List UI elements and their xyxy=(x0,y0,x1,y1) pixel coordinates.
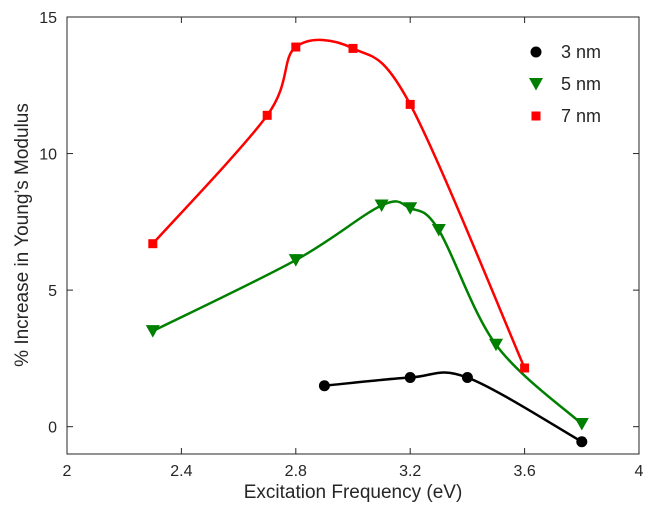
x-tick-label: 3.2 xyxy=(399,463,421,480)
x-axis-label: Excitation Frequency (eV) xyxy=(244,482,463,503)
x-tick-label: 2.8 xyxy=(285,463,307,480)
data-point-3-nm xyxy=(461,372,473,384)
y-axis-label: % Increase in Young’s Modulus xyxy=(12,103,33,367)
x-tick-label: 4 xyxy=(635,463,644,480)
data-point-7-nm xyxy=(291,42,301,52)
legend-marker-5-nm xyxy=(529,78,543,91)
x-tick-label: 2 xyxy=(63,463,72,480)
y-tick-label: 10 xyxy=(39,147,57,164)
legend: 3 nm 5 nm 7 nm xyxy=(529,42,601,126)
data-point-7-nm xyxy=(520,363,530,373)
legend-marker-3-nm xyxy=(530,46,542,58)
legend-label-5-nm: 5 nm xyxy=(561,74,601,94)
data-point-5-nm xyxy=(574,417,589,431)
data-point-5-nm xyxy=(431,224,446,237)
data-point-3-nm xyxy=(318,380,330,392)
legend-marker-7-nm xyxy=(531,111,541,121)
data-point-5-nm xyxy=(489,338,503,352)
y-tick-label: 0 xyxy=(48,420,57,437)
x-tick-label: 2.4 xyxy=(170,463,192,480)
data-point-5-nm xyxy=(288,254,303,267)
series-line-3-nm xyxy=(324,371,583,443)
series-markers xyxy=(145,42,589,448)
x-tick-label: 3.6 xyxy=(513,463,535,480)
legend-label-3-nm: 3 nm xyxy=(561,42,601,62)
data-point-3-nm xyxy=(576,436,588,448)
data-point-5-nm xyxy=(374,199,389,212)
series-line-7-nm xyxy=(151,38,526,369)
data-point-7-nm xyxy=(148,239,158,249)
y-tick-label: 5 xyxy=(48,283,57,300)
legend-label-7-nm: 7 nm xyxy=(561,106,601,126)
data-point-5-nm xyxy=(145,325,160,338)
y-axis-ticks: 0 5 10 15 xyxy=(39,10,639,437)
data-point-7-nm xyxy=(405,99,415,109)
data-point-3-nm xyxy=(404,372,416,384)
plot-area xyxy=(66,16,640,455)
y-tick-label: 15 xyxy=(39,10,57,27)
x-axis-ticks: 2 2.4 2.8 3.2 3.6 4 xyxy=(63,17,644,480)
data-point-7-nm xyxy=(262,110,272,120)
data-point-7-nm xyxy=(348,43,358,53)
data-point-5-nm xyxy=(403,202,418,215)
